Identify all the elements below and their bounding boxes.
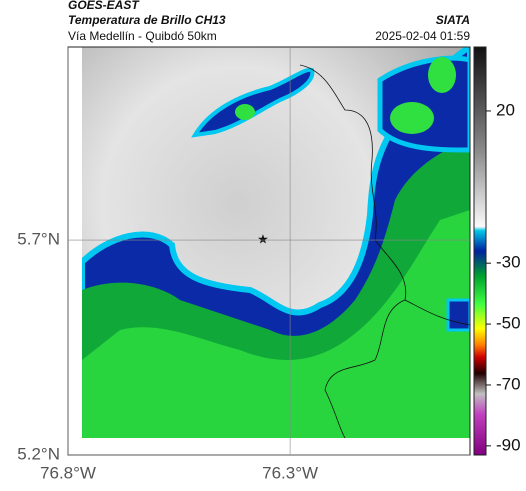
lat-label: 5.2°N <box>17 444 60 463</box>
colorbar-tick-label: -90 <box>496 435 521 454</box>
location-star: ★ <box>257 231 269 246</box>
colorbar-tick-label: 20 <box>496 100 515 119</box>
title: Temperatura de Brillo CH13 <box>68 13 226 27</box>
subtitle: Vía Medellín - Quibdó 50km <box>68 29 217 43</box>
timestamp: 2025-02-04 01:59 <box>375 29 470 43</box>
brand: SIATA <box>436 13 470 27</box>
colorbar-tick-label: -70 <box>496 374 521 393</box>
colorbar-tick-label: -50 <box>496 314 521 333</box>
lat-label: 5.7°N <box>17 230 60 249</box>
satellite-image <box>82 47 470 438</box>
colorbar-tick-label: -30 <box>496 253 521 272</box>
colorbar <box>473 46 487 456</box>
source: GOES-EAST <box>68 0 140 12</box>
lon-label: 76.8°W <box>40 463 96 482</box>
lon-label: 76.3°W <box>262 463 318 482</box>
